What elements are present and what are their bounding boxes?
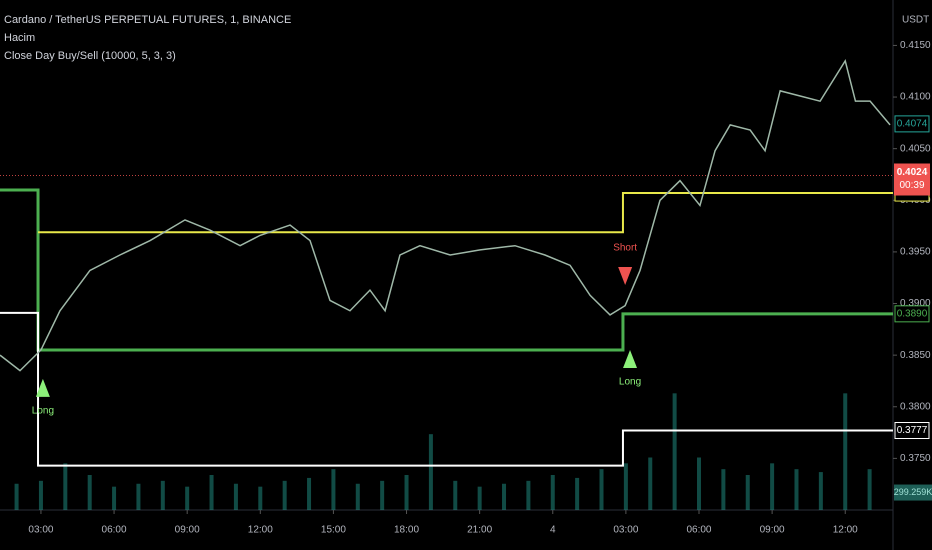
x-tick-label: 09:00 — [175, 525, 200, 536]
volume-bar — [599, 469, 604, 510]
volume-bar — [867, 469, 872, 510]
signal-marker — [618, 266, 633, 285]
volume-bar — [185, 486, 190, 510]
volume-bar — [477, 486, 482, 510]
volume-bar — [623, 463, 628, 510]
y-tick-label: 0.4150 — [900, 40, 931, 51]
volume-bar — [550, 475, 555, 510]
volume-bar — [648, 457, 653, 510]
chart-title: Cardano / TetherUS PERPETUAL FUTURES, 1,… — [4, 14, 291, 26]
y-axis-label: USDT — [902, 15, 929, 26]
volume-bar — [282, 480, 287, 510]
indicator-name: Hacim — [4, 32, 35, 44]
volume-bar — [696, 457, 701, 510]
volume-bar — [843, 393, 848, 510]
volume-bar — [770, 463, 775, 510]
volume-bar — [404, 475, 409, 510]
plot: Long Short Long — [0, 59, 893, 510]
signal-marker — [623, 349, 638, 368]
volume-bar — [428, 434, 433, 510]
y-tick-label: 0.4050 — [900, 143, 931, 154]
price-label: 0.3890 — [897, 308, 928, 319]
y-tick-label: 0.3900 — [900, 298, 931, 309]
x-tick-label: 03:00 — [613, 525, 638, 536]
countdown: 00:39 — [899, 180, 924, 191]
price-line — [0, 59, 891, 372]
x-tick-label: 03:00 — [28, 525, 53, 536]
volume-bar — [502, 483, 507, 510]
x-tick-label: 12:00 — [248, 525, 273, 536]
x-tick-label: 18:00 — [394, 525, 419, 536]
volume-bar — [112, 486, 117, 510]
signal-label: Long — [619, 377, 641, 388]
price-label-box — [894, 115, 930, 133]
y-tick-label: 0.3850 — [900, 350, 931, 361]
level-line — [0, 188, 893, 352]
y-tick-label: 0.3800 — [900, 401, 931, 412]
volume-label-box — [894, 484, 932, 501]
price-label: 0.4074 — [897, 119, 928, 130]
volume-bar — [136, 483, 141, 510]
x-tick-label: 09:00 — [760, 525, 785, 536]
current-price-label: 0.4024 — [897, 167, 928, 178]
volume-bar — [160, 480, 165, 510]
y-tick-label: 0.3950 — [900, 247, 931, 258]
level-line — [0, 311, 893, 467]
volume-bar — [453, 480, 458, 510]
y-tick-label: 0.4100 — [900, 92, 931, 103]
volume-bar — [38, 480, 43, 510]
volume-label: 299.259K — [894, 487, 932, 497]
x-tick-label: 12:00 — [833, 525, 858, 536]
x-tick-label: 4 — [550, 525, 556, 536]
x-tick-label: 21:00 — [467, 525, 492, 536]
volume-bar — [331, 469, 336, 510]
volume-bar — [575, 477, 580, 510]
volume-bar — [526, 480, 531, 510]
signal-label: Short — [613, 243, 637, 254]
volume-bar — [307, 477, 312, 510]
price-label-box — [894, 422, 930, 440]
indicator-name: Close Day Buy/Sell (10000, 5, 3, 3) — [4, 50, 176, 62]
volume-bar — [721, 469, 726, 510]
signal-marker — [35, 378, 50, 397]
volume-bar — [233, 483, 238, 510]
price-label-box — [894, 305, 930, 323]
volume-bar — [794, 469, 799, 510]
y-tick-label: 0.3750 — [900, 453, 931, 464]
volume-bar — [380, 480, 385, 510]
volume-bar — [209, 475, 214, 510]
volume-bar — [818, 472, 823, 510]
x-tick-label: 06:00 — [102, 525, 127, 536]
x-tick-label: 06:00 — [686, 525, 711, 536]
volume-bar — [258, 486, 263, 510]
volume-bar — [87, 475, 92, 510]
level-line — [38, 192, 893, 234]
volume-bar — [63, 463, 68, 510]
x-tick-label: 15:00 — [321, 525, 346, 536]
volume-bar — [672, 393, 677, 510]
volume-bar — [14, 483, 19, 510]
current-price-box — [894, 163, 930, 196]
volume-bar — [355, 483, 360, 510]
signal-label: Long — [32, 406, 54, 417]
volume-bar — [745, 475, 750, 510]
price-label: 0.3777 — [897, 425, 928, 436]
